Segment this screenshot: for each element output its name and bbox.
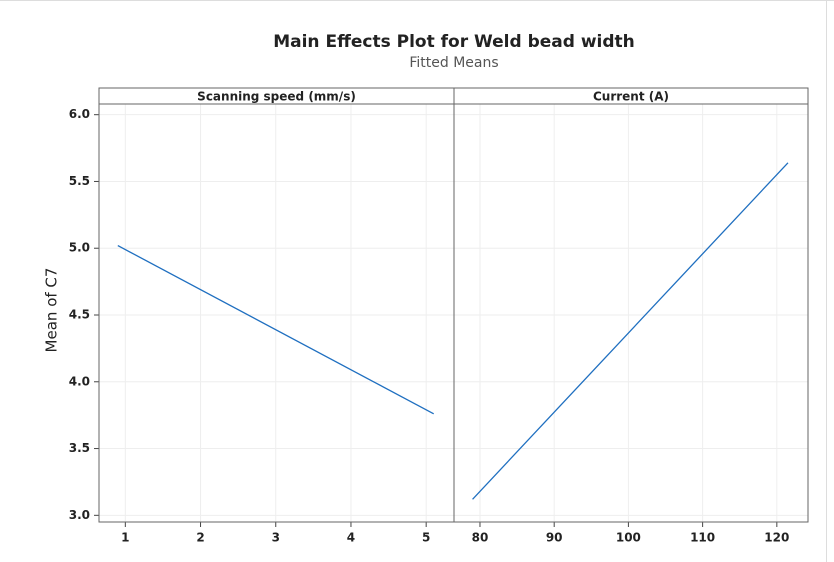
- panel-title: Current (A): [593, 90, 669, 104]
- x-tick-label: 100: [616, 531, 641, 545]
- y-tick-label: 5.0: [69, 241, 90, 255]
- x-tick-label: 90: [546, 531, 563, 545]
- chart-subtitle: Fitted Means: [409, 55, 498, 71]
- chart-title: Main Effects Plot for Weld bead width: [273, 32, 635, 52]
- y-tick-label: 6.0: [69, 107, 90, 121]
- y-tick-label: 3.0: [69, 508, 90, 522]
- x-tick-label: 110: [690, 531, 715, 545]
- x-tick-label: 120: [764, 531, 789, 545]
- line: [472, 162, 789, 500]
- x-tick-label: 2: [196, 531, 204, 545]
- x-tick-label: 4: [347, 531, 355, 545]
- y-axis-label: Mean of C7: [43, 268, 61, 353]
- y-tick-label: 5.5: [69, 174, 90, 188]
- line: [117, 244, 434, 415]
- y-tick-label: 4.0: [69, 374, 90, 388]
- y-tick-label: 3.5: [69, 441, 90, 455]
- x-tick-label: 5: [422, 531, 430, 545]
- panel-title: Scanning speed (mm/s): [197, 90, 356, 104]
- y-tick-label: 4.5: [69, 308, 90, 322]
- x-tick-label: 80: [472, 531, 489, 545]
- x-tick-label: 1: [121, 531, 129, 545]
- panel-strip: [453, 87, 809, 105]
- x-tick-label: 3: [272, 531, 280, 545]
